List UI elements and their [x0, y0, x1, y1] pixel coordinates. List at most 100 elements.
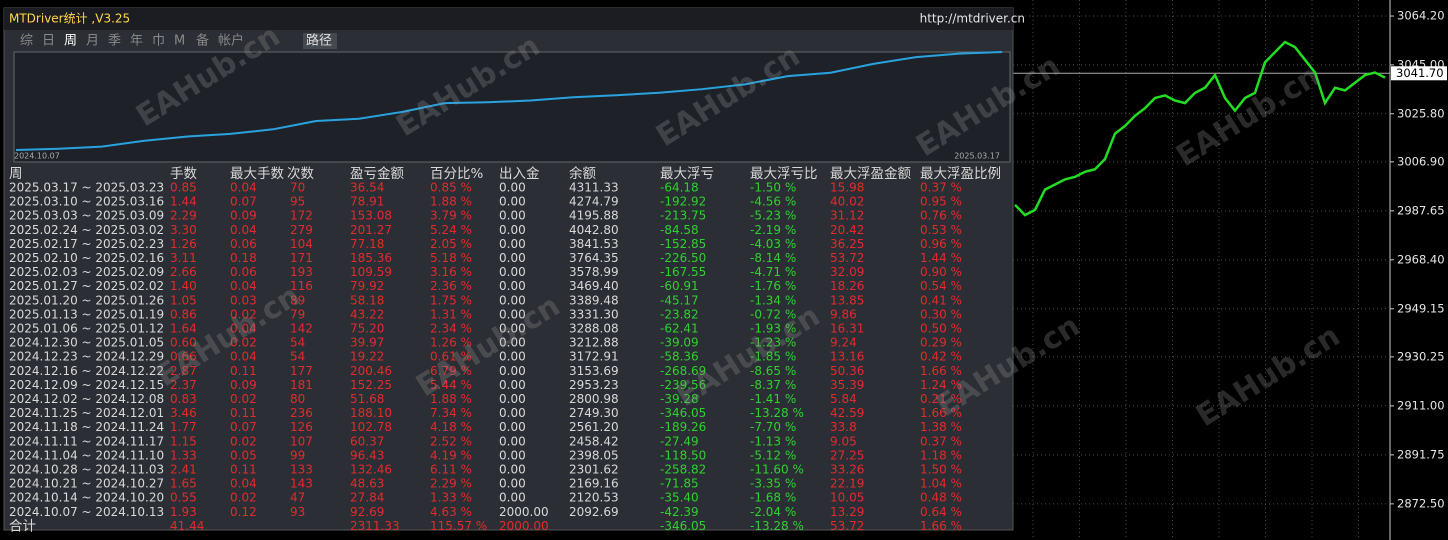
table-cell: 0.00 — [499, 350, 526, 364]
table-cell: -268.69 — [660, 364, 706, 378]
table-cell: -45.17 — [660, 293, 699, 307]
table-cell: 0.11 — [230, 364, 257, 378]
table-cell: 2.37 — [170, 378, 197, 392]
tab[interactable]: 月 — [86, 34, 99, 49]
table-cell: 3.79 % — [430, 209, 472, 223]
table-cell: 0.00 — [499, 251, 526, 265]
tab[interactable]: 备 — [196, 33, 209, 49]
table-cell: 1.26 — [170, 237, 197, 251]
table-cell: 2024.12.30 ~ 2025.01.05 — [9, 336, 164, 350]
table-cell: 0.30 % — [920, 307, 962, 321]
tab[interactable]: 季 — [108, 34, 121, 49]
tab[interactable]: 巾 — [152, 34, 165, 49]
table-cell: 0.00 — [499, 378, 526, 392]
table-cell: 18.26 — [830, 279, 864, 293]
table-cell: 3288.08 — [569, 322, 619, 336]
table-cell: 39.97 — [350, 336, 384, 350]
y-tick-label: 3006.90 — [1397, 154, 1445, 168]
table-cell: -13.28 % — [750, 406, 804, 420]
table-cell: -2.04 % — [750, 505, 796, 519]
current-price-label: 3041.70 — [1396, 66, 1444, 80]
total-cell: 115.57 % — [430, 519, 487, 533]
table-cell: -35.40 — [660, 491, 699, 505]
table-cell: 95 — [290, 195, 305, 209]
table-cell: 1.40 — [170, 279, 197, 293]
table-cell: 0.00 — [499, 491, 526, 505]
table-cell: 0.00 — [499, 209, 526, 223]
table-cell: 236 — [290, 406, 313, 420]
table-cell: -60.91 — [660, 279, 699, 293]
total-cell: -346.05 — [660, 519, 706, 533]
table-cell: 2025.01.13 ~ 2025.01.19 — [9, 307, 164, 321]
total-cell: 合计 — [9, 518, 36, 534]
panel-titlebar — [4, 8, 1013, 30]
table-cell: 0.37 % — [920, 181, 962, 195]
table-cell: 4.63 % — [430, 505, 472, 519]
table-cell: 32.09 — [830, 265, 864, 279]
table-cell: -39.09 — [660, 336, 699, 350]
table-cell: 0.00 — [499, 463, 526, 477]
tab[interactable]: 年 — [130, 34, 143, 49]
table-cell: -5.12 % — [750, 448, 796, 462]
table-cell: 0.00 — [499, 336, 526, 350]
table-cell: 132.46 — [350, 463, 392, 477]
table-cell: -226.50 — [660, 251, 706, 265]
table-cell: 0.85 — [170, 181, 197, 195]
tab[interactable]: 综 — [20, 34, 33, 49]
table-cell: 1.65 — [170, 477, 197, 491]
y-tick-label: 3025.80 — [1397, 106, 1445, 120]
table-cell: 3.30 — [170, 223, 197, 237]
tab[interactable]: 帐户 — [218, 33, 244, 49]
table-cell: 2025.01.27 ~ 2025.02.02 — [9, 279, 164, 293]
table-cell: 0.90 % — [920, 265, 962, 279]
table-cell: 2.34 % — [430, 322, 472, 336]
table-cell: 31.12 — [830, 209, 864, 223]
tab[interactable]: 周 — [64, 34, 77, 49]
table-cell: 279 — [290, 223, 313, 237]
panel-url[interactable]: http://mtdriver.cn — [920, 12, 1025, 26]
table-cell: 2.52 % — [430, 434, 472, 448]
table-cell: 143 — [290, 477, 313, 491]
table-cell: 2024.12.23 ~ 2024.12.29 — [9, 350, 164, 364]
table-cell: -64.18 — [660, 181, 699, 195]
total-cell: 41.44 — [170, 519, 204, 533]
table-cell: 0.04 — [230, 181, 257, 195]
table-cell: 54 — [290, 336, 305, 350]
table-cell: 2024.11.11 ~ 2024.11.17 — [9, 434, 164, 448]
table-cell: 0.09 — [230, 378, 257, 392]
tab[interactable]: M — [174, 34, 185, 49]
total-cell: 53.72 — [830, 519, 864, 533]
table-cell: 2.05 % — [430, 237, 472, 251]
table-cell: 4.18 % — [430, 420, 472, 434]
table-cell: 2024.11.04 ~ 2024.11.10 — [9, 448, 164, 462]
table-cell: 2025.03.03 ~ 2025.03.09 — [9, 209, 164, 223]
table-cell: 0.04 — [230, 223, 257, 237]
table-cell: -8.65 % — [750, 364, 796, 378]
table-cell: 0.60 — [170, 336, 197, 350]
table-cell: 2.29 % — [430, 477, 472, 491]
path-button[interactable]: 路径 — [306, 33, 332, 49]
table-cell: 142 — [290, 322, 313, 336]
table-cell: 0.64 % — [920, 505, 962, 519]
table-cell: 1.33 % — [430, 491, 472, 505]
table-cell: -8.14 % — [750, 251, 796, 265]
table-cell: -192.92 — [660, 195, 706, 209]
table-cell: 2024.12.16 ~ 2024.12.22 — [9, 364, 164, 378]
table-cell: 153.08 — [350, 209, 392, 223]
total-cell: 1.66 % — [920, 519, 962, 533]
table-cell: 79.92 — [350, 279, 384, 293]
table-cell: 2092.69 — [569, 505, 619, 519]
table-cell: 0.11 — [230, 463, 257, 477]
table-header: 最大浮盈金额 — [830, 166, 911, 182]
table-cell: -3.35 % — [750, 477, 796, 491]
table-cell: 2024.10.07 ~ 2024.10.13 — [9, 505, 164, 519]
tab[interactable]: 日 — [42, 34, 55, 49]
table-cell: 2024.11.25 ~ 2024.12.01 — [9, 406, 164, 420]
table-cell: 0.86 — [170, 307, 197, 321]
table-cell: 1.33 — [170, 448, 197, 462]
table-cell: 3.16 % — [430, 265, 472, 279]
y-tick-label: 2891.75 — [1397, 447, 1445, 461]
table-cell: 4042.80 — [569, 223, 619, 237]
total-cell: -13.28 % — [750, 519, 804, 533]
